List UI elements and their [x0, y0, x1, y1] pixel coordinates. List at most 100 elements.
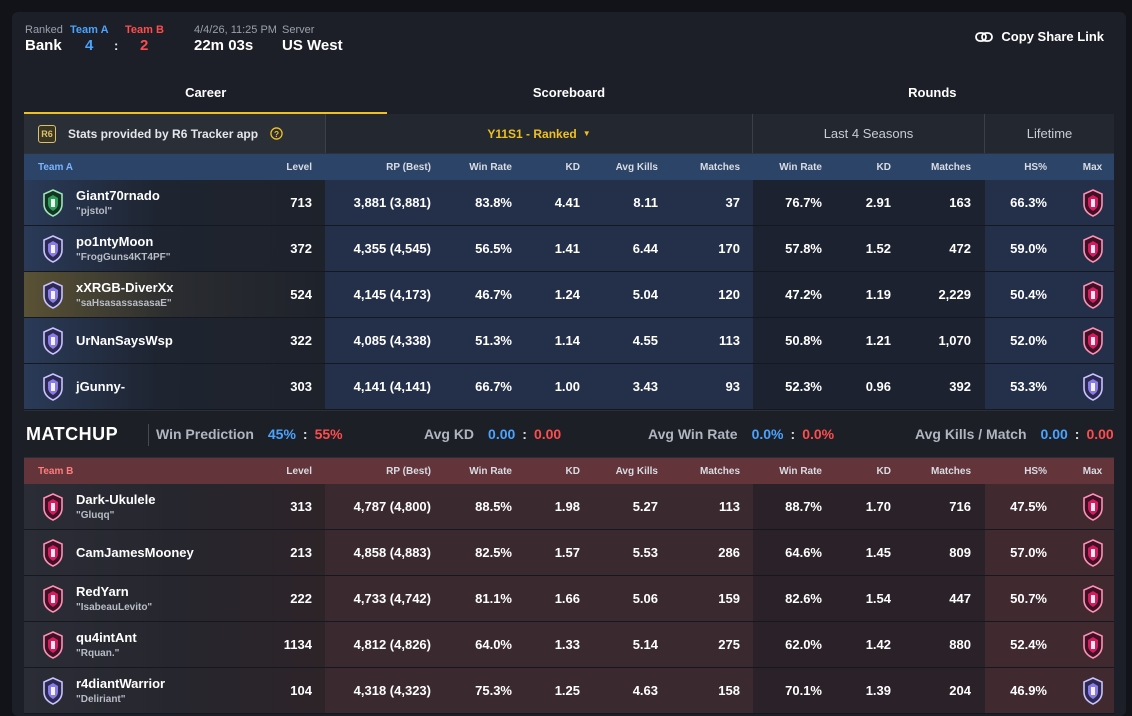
emerald-4-icon [42, 272, 64, 317]
player-row[interactable]: xXRGB-DiverXx "saHsasassasasaE" 524 4,145 (… [24, 272, 1114, 318]
player-l4-matches: 880 [949, 637, 971, 652]
tab-scoreboard[interactable]: Scoreboard [532, 85, 606, 100]
tab-rounds[interactable]: Rounds [908, 85, 957, 100]
col-l4-matches: Matches [930, 161, 971, 173]
max-rank-champion-icon [1071, 318, 1114, 363]
player-row[interactable]: RedYarn "IsabeauLevito" 222 4,733 (4,742) 81… [24, 576, 1114, 622]
player-avg-kills: 6.44 [632, 241, 658, 256]
tab-bar: Career Scoreboard Rounds [24, 72, 1114, 114]
col-l4-win-rate: Win Rate [779, 465, 822, 477]
team-a-rows: Giant70rnado "pjstol" 713 3,881 (3,881) 83.8… [24, 180, 1114, 410]
player-name[interactable]: Giant70rnado [76, 188, 160, 203]
player-l4-matches: 163 [949, 195, 971, 210]
player-l4-kd: 1.42 [865, 637, 891, 652]
date-block: 4/4/26, 11:25 PM 22m 03s [194, 24, 277, 55]
last4-cells-bg [753, 364, 985, 409]
season-dropdown[interactable]: Y11S1 - Ranked ▼ [325, 114, 753, 153]
player-row[interactable]: Dark-Ukulele "Gluqq" 313 4,787 (4,800) 88.5%… [24, 484, 1114, 530]
match-date: 4/4/26, 11:25 PM [194, 24, 277, 36]
player-avg-kills: 4.63 [632, 683, 658, 698]
player-name[interactable]: qu4intAnt [76, 630, 137, 645]
player-tag: "FrogGuns4KT4PF" [76, 252, 171, 263]
player-cell [24, 180, 325, 225]
avg-kills-per-match-label: Avg Kills / Match [915, 426, 1027, 442]
player-l4-win-rate: 52.3% [785, 379, 822, 394]
player-matches: 120 [718, 287, 740, 302]
player-identity: qu4intAnt "Rquan." [76, 622, 137, 667]
player-row[interactable]: po1ntyMoon "FrogGuns4KT4PF" 372 4,355 (4,54… [24, 226, 1114, 272]
player-avg-kills: 5.53 [632, 545, 658, 560]
player-kd: 1.98 [554, 499, 580, 514]
player-row[interactable]: CamJamesMooney 213 4,858 (4,883) 82.5% 1.57 5… [24, 530, 1114, 576]
player-cell [24, 226, 325, 271]
copy-share-link-button[interactable]: Copy Share Link [975, 29, 1104, 44]
player-matches: 37 [725, 195, 740, 210]
player-name[interactable]: xXRGB-DiverXx [76, 280, 174, 295]
player-l4-win-rate: 50.8% [785, 333, 822, 348]
last4-cells-bg [753, 226, 985, 271]
col-max: Max [1082, 161, 1103, 173]
r6-badge: R6 [38, 124, 56, 143]
win-prediction-a: 45% [267, 426, 296, 442]
map-name: Bank [25, 37, 62, 54]
player-name[interactable]: CamJamesMooney [76, 545, 194, 560]
player-cell [24, 484, 325, 529]
player-level: 222 [290, 591, 312, 606]
player-row[interactable]: jGunny- 303 4,141 (4,141) 66.7% 1.00 3.43 93 52… [24, 364, 1114, 410]
col-avg-kills: Avg Kills [615, 465, 658, 477]
player-identity: r4diantWarrior "Deliriant" [76, 668, 165, 713]
player-row[interactable]: qu4intAnt "Rquan." 1134 4,812 (4,826) 64.0% 1… [24, 622, 1114, 668]
player-tag: "saHsasassasasaE" [76, 298, 172, 309]
provider-cell: R6 Stats provided by R6 Tracker app ? [24, 114, 325, 153]
season-cells-bg [325, 622, 753, 667]
player-kd: 1.33 [554, 637, 580, 652]
avg-kills-per-match-b: 0.00 [1086, 426, 1114, 442]
player-cell [24, 530, 325, 575]
stats-table: R6 Stats provided by R6 Tracker app ? Y1… [24, 114, 1114, 714]
player-matches: 275 [718, 637, 740, 652]
player-l4-kd: 1.45 [865, 545, 891, 560]
tab-career[interactable]: Career [24, 72, 388, 114]
player-matches: 286 [718, 545, 740, 560]
team-a-label: Team A [70, 24, 109, 36]
player-win-rate: 82.5% [475, 545, 512, 560]
col-win-rate: Win Rate [469, 465, 512, 477]
player-rp: 4,858 (4,883) [353, 545, 431, 560]
player-name[interactable]: RedYarn [76, 584, 129, 599]
server-label: Server [282, 24, 315, 36]
player-matches: 159 [718, 591, 740, 606]
col-l4-kd: KD [876, 161, 891, 173]
player-avg-kills: 5.14 [632, 637, 658, 652]
player-name[interactable]: Dark-Ukulele [76, 492, 156, 507]
player-identity: xXRGB-DiverXx "saHsasassasasaE" [76, 272, 174, 317]
col-level: Level [286, 161, 312, 173]
col-rp: RP (Best) [386, 465, 431, 477]
max-rank-champion-icon [1071, 226, 1114, 271]
last4-cells-bg [753, 318, 985, 363]
season-cells-bg [325, 364, 753, 409]
player-level: 303 [290, 379, 312, 394]
player-name[interactable]: r4diantWarrior [76, 676, 166, 691]
player-row[interactable]: Giant70rnado "pjstol" 713 3,881 (3,881) 83.8… [24, 180, 1114, 226]
col-l4-matches: Matches [930, 465, 971, 477]
season-cells-bg [325, 668, 753, 713]
season-cells-bg [325, 226, 753, 271]
avg-kd: Avg KD 0.00 : 0.00 [424, 411, 561, 457]
player-avg-kills: 5.27 [632, 499, 658, 514]
player-name[interactable]: jGunny- [76, 379, 126, 394]
help-icon[interactable]: ? [270, 127, 283, 140]
player-level: 524 [290, 287, 312, 302]
player-name[interactable]: UrNanSaysWsp [76, 333, 173, 348]
player-identity: jGunny- [76, 364, 125, 409]
last4-cells-bg [753, 622, 985, 667]
player-win-rate: 56.5% [475, 241, 512, 256]
max-rank-emerald-2-icon [1071, 668, 1114, 713]
season-cells-bg [325, 318, 753, 363]
team-b-label: Team B [125, 24, 164, 36]
player-win-rate: 46.7% [475, 287, 512, 302]
player-row[interactable]: UrNanSaysWsp 322 4,085 (4,338) 51.3% 1.14 4.5… [24, 318, 1114, 364]
player-name[interactable]: po1ntyMoon [76, 234, 154, 249]
silver-2-icon [42, 180, 64, 225]
player-row[interactable]: r4diantWarrior "Deliriant" 104 4,318 (4,323… [24, 668, 1114, 714]
season-cells-bg [325, 576, 753, 621]
